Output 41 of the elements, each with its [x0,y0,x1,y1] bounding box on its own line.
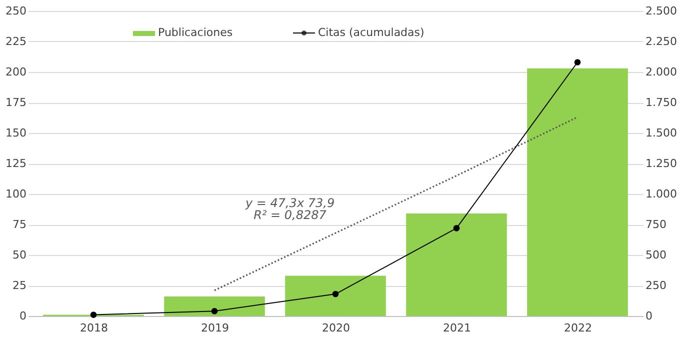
bar [527,68,628,316]
y-tick-label: 75 [12,218,26,231]
legend-label: Publicaciones [158,26,233,39]
y2-tick-label: 750 [646,218,666,231]
point [453,225,460,232]
annotation: R² = 0,8287 [254,208,327,222]
y2-tick-label: 500 [646,248,666,262]
x-tick-label: 2019 [201,322,229,334]
y2-tick-label: 2.000 [646,66,677,78]
bar [285,276,386,316]
legend-label: Citas (acumuladas) [318,26,424,39]
y-tick-label: 25 [12,279,26,292]
y-tick-label: 250 [6,4,26,18]
y2-tick-label: 2.250 [646,35,677,48]
bar [406,214,507,316]
y2-tick-label: 1.250 [646,157,677,170]
point [574,59,581,66]
x-tick-label: 2022 [564,322,592,334]
y-tick-label: 225 [6,35,26,48]
y2-tick-label: 1.500 [646,126,677,140]
y-tick-label: 150 [6,126,26,140]
y-tick-label: 0 [20,310,26,322]
line-series [214,116,578,292]
point [332,290,339,298]
y-tick-label: 50 [12,248,26,262]
y2-tick-label: 1.000 [646,188,677,200]
point [211,308,218,314]
y-tick-label: 200 [6,66,26,78]
y-tick-label: 175 [6,96,26,109]
y2-tick-label: 250 [646,279,666,292]
y-tick-label: 125 [6,157,26,170]
x-tick-label: 2018 [80,322,108,334]
y2-tick-label: 1.750 [646,96,677,109]
x-tick-label: 2021 [443,322,471,334]
annotation: y = 47,3x 73,9 [244,196,335,210]
y2-tick-label: 2.500 [646,4,677,18]
y2-tick-label: 0 [646,310,652,322]
point [90,312,97,318]
x-tick-label: 2020 [322,322,350,334]
y-tick-label: 100 [6,188,26,200]
bar [164,296,265,316]
